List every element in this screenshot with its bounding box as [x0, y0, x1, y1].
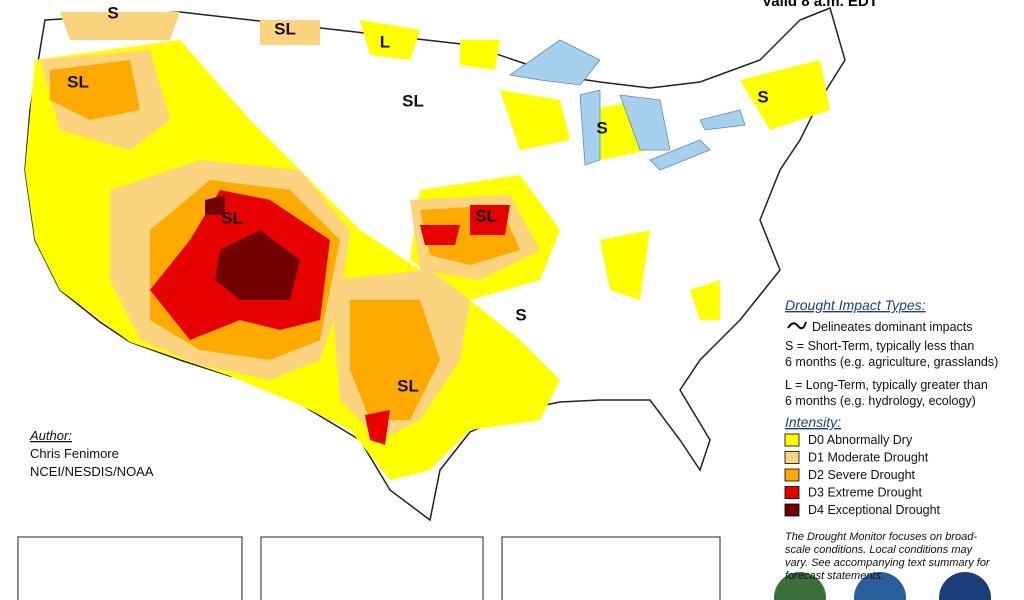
intensity-label: D2 Severe Drought — [808, 468, 916, 482]
intensity-label: D3 Extreme Drought — [808, 486, 922, 500]
legend-short-term: S = Short-Term, typically less than — [785, 339, 974, 353]
map-label: S — [107, 3, 118, 22]
intensity-swatch — [784, 451, 800, 464]
intensity-swatch — [784, 468, 800, 482]
legend-delineate: Delineates dominant impacts — [812, 320, 973, 334]
delineation-symbol — [787, 321, 807, 330]
d4-areas — [205, 195, 300, 300]
note-line: forecast statements. — [785, 570, 884, 582]
intensity-heading: Intensity: — [785, 414, 841, 430]
intensity-swatch — [784, 486, 800, 499]
logo — [774, 572, 826, 600]
intensity-label: D4 Exceptional Drought — [808, 503, 941, 517]
legend-long-term: L = Long-Term, typically greater than — [785, 378, 988, 392]
intensity-swatch — [784, 433, 800, 447]
legend-short-term: 6 months (e.g. agriculture, grasslands) — [785, 355, 998, 369]
great-lakes — [508, 39, 746, 171]
inset-puerto-rico — [501, 536, 721, 600]
map-label: SL — [67, 72, 89, 91]
map-label: SL — [221, 208, 243, 227]
map-label: SL — [274, 19, 296, 38]
author-name: Chris Fenimore — [30, 446, 119, 461]
note-line: scale conditions. Local conditions may — [785, 544, 974, 556]
map-labels: S SL L SL SL S S SL SL S SL — [67, 3, 769, 395]
intensity-label: D1 Moderate Drought — [808, 451, 929, 465]
map-label: S — [757, 87, 768, 106]
logo — [939, 572, 991, 600]
note-line: The Drought Monitor focuses on broad- — [785, 531, 977, 543]
logo — [854, 572, 906, 600]
intensity-legend: D0 Abnormally Dry D1 Moderate Drought D2 S… — [784, 433, 941, 517]
map-label: SL — [402, 91, 424, 110]
map-label: S — [596, 118, 607, 137]
author-org: NCEI/NESDIS/NOAA — [30, 464, 154, 479]
map-label: S — [515, 305, 526, 324]
map-label: SL — [475, 206, 497, 225]
note-line: vary. See accompanying text summary for — [785, 557, 991, 569]
valid-date: Valid 8 a.m. EDT — [762, 0, 878, 10]
note: The Drought Monitor focuses on broad-sca… — [785, 531, 991, 582]
author-heading: Author: — [29, 428, 72, 443]
legend-heading: Drought Impact Types: — [785, 297, 926, 313]
intensity-swatch — [784, 503, 800, 517]
map-label: L — [380, 32, 390, 51]
map-label: SL — [397, 376, 419, 395]
inset-alaska — [17, 536, 243, 600]
inset-hawaii — [260, 536, 484, 600]
intensity-label: D0 Abnormally Dry — [808, 433, 913, 447]
legend-long-term: 6 months (e.g. hydrology, ecology) — [785, 394, 976, 408]
